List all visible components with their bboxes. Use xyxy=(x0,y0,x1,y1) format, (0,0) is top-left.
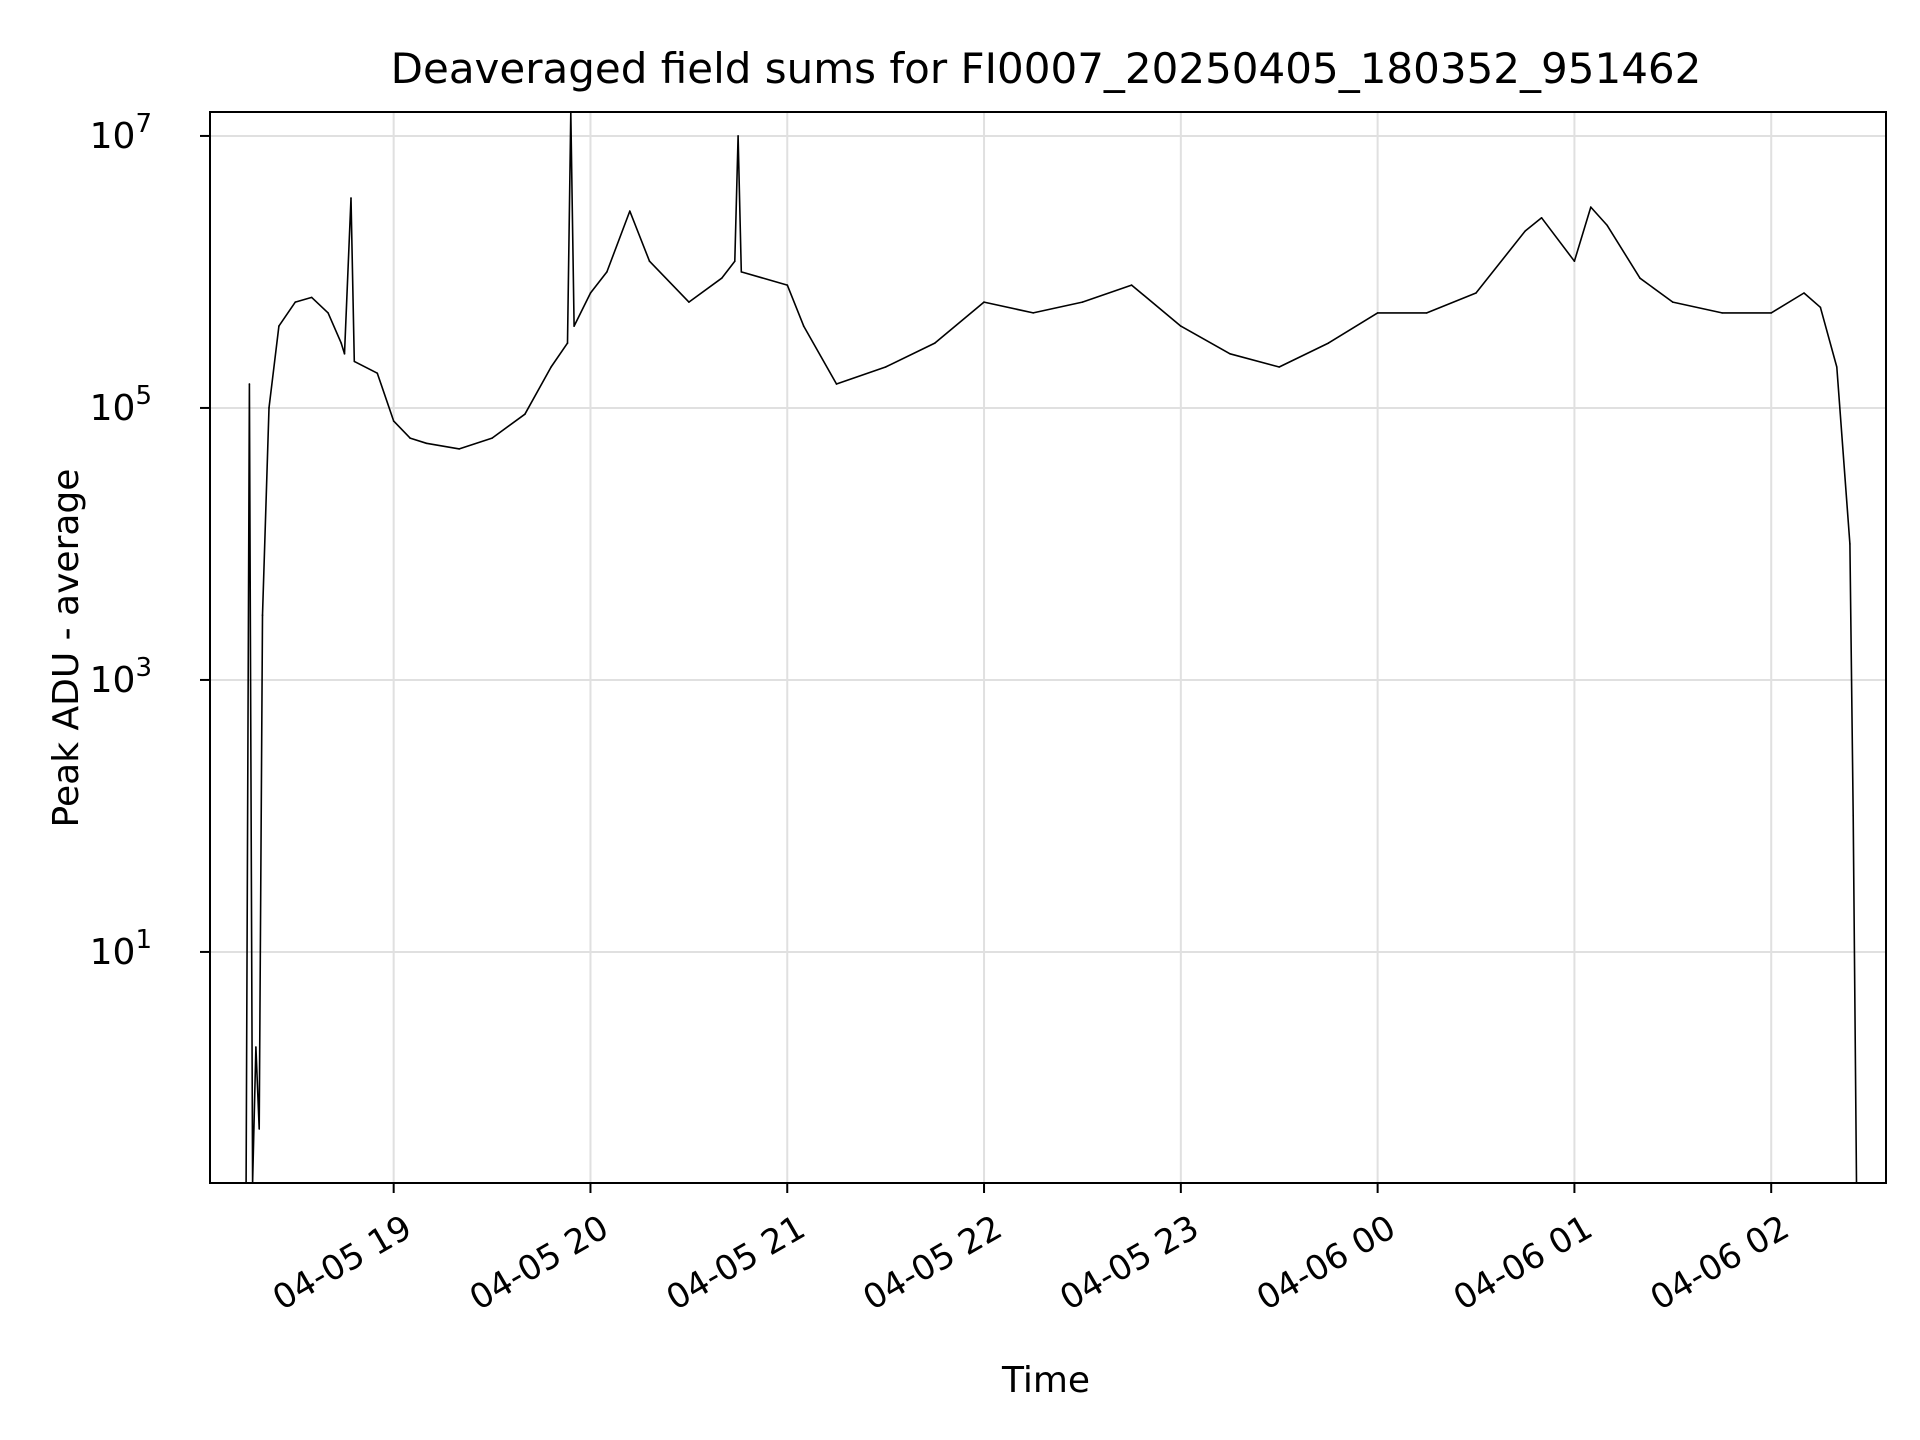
series-layer xyxy=(245,111,1858,1184)
y-tick-exponent: 5 xyxy=(135,381,152,411)
y-axis-label: Peak ADU - average xyxy=(46,469,87,828)
data-point xyxy=(458,448,461,450)
data-point xyxy=(1278,366,1280,368)
data-point xyxy=(1819,306,1822,309)
x-axis-label: Time xyxy=(1001,1360,1090,1401)
data-point xyxy=(934,342,936,344)
y-tick-exponent: 3 xyxy=(135,653,152,683)
data-point xyxy=(1130,284,1133,286)
y-tick-exponent: 7 xyxy=(135,109,152,139)
data-point xyxy=(340,342,343,344)
data-point xyxy=(409,437,411,439)
y-tick-base: 10 xyxy=(90,388,136,429)
y-tick-exponent: 1 xyxy=(135,925,152,955)
data-point xyxy=(268,407,270,409)
data-point xyxy=(1180,325,1182,327)
data-point xyxy=(589,292,592,294)
data-point xyxy=(258,1128,261,1130)
data-point xyxy=(648,260,651,263)
y-tick-label: 107 xyxy=(90,109,152,157)
data-point xyxy=(720,277,723,280)
data-point xyxy=(350,197,352,199)
data-point xyxy=(835,383,838,385)
data-point xyxy=(1770,312,1772,314)
data-point xyxy=(1852,815,1854,817)
y-tick-label: 105 xyxy=(90,381,152,429)
y-tick-base: 10 xyxy=(90,660,136,701)
data-point xyxy=(740,271,743,273)
data-point xyxy=(1540,217,1543,219)
data-point xyxy=(1524,230,1526,232)
data-point xyxy=(261,614,264,616)
y-tick-label: 103 xyxy=(90,653,152,701)
data-point xyxy=(606,271,608,273)
data-point xyxy=(425,442,428,445)
chart-title: Deaveraged field sums for FI0007_2025040… xyxy=(391,44,1702,93)
data-point xyxy=(983,301,985,303)
data-point xyxy=(688,301,690,303)
y-tick-label: 101 xyxy=(90,925,152,973)
data-point xyxy=(629,210,631,212)
data-point xyxy=(550,366,552,368)
data-point xyxy=(884,366,887,368)
data-point xyxy=(1229,353,1231,355)
data-point xyxy=(1032,312,1034,314)
data-point xyxy=(1606,224,1608,227)
data-point xyxy=(737,135,739,137)
data-point xyxy=(1327,342,1330,344)
y-tick-base: 10 xyxy=(90,932,136,973)
data-point xyxy=(1803,292,1805,294)
data-point xyxy=(1573,260,1576,263)
data-point xyxy=(802,325,805,327)
data-point xyxy=(1721,312,1723,314)
data-point xyxy=(491,437,493,439)
y-tick-base: 10 xyxy=(90,116,136,157)
data-point xyxy=(310,296,313,299)
data-point xyxy=(1672,301,1674,303)
data-point xyxy=(392,420,395,422)
data-point xyxy=(376,372,379,375)
data-point xyxy=(786,284,789,286)
data-point xyxy=(1426,312,1428,314)
data-point xyxy=(353,360,356,363)
data-point xyxy=(1590,206,1592,208)
grid xyxy=(210,112,1886,1183)
data-point xyxy=(566,342,569,344)
data-point xyxy=(343,353,346,355)
data-point xyxy=(327,312,329,314)
data-point xyxy=(1376,312,1379,314)
data-point xyxy=(1836,366,1838,368)
data-point xyxy=(573,325,575,327)
data-point xyxy=(1475,292,1477,294)
data-point xyxy=(278,325,280,327)
data-point xyxy=(1639,277,1641,280)
data-point xyxy=(524,413,526,416)
series-line xyxy=(245,111,1858,1184)
data-point xyxy=(294,301,297,303)
data-point xyxy=(1849,543,1851,545)
plot-frame xyxy=(209,111,1887,1184)
data-point xyxy=(1081,301,1084,303)
data-point xyxy=(734,260,736,263)
data-point xyxy=(248,383,251,385)
data-point xyxy=(255,1046,257,1048)
